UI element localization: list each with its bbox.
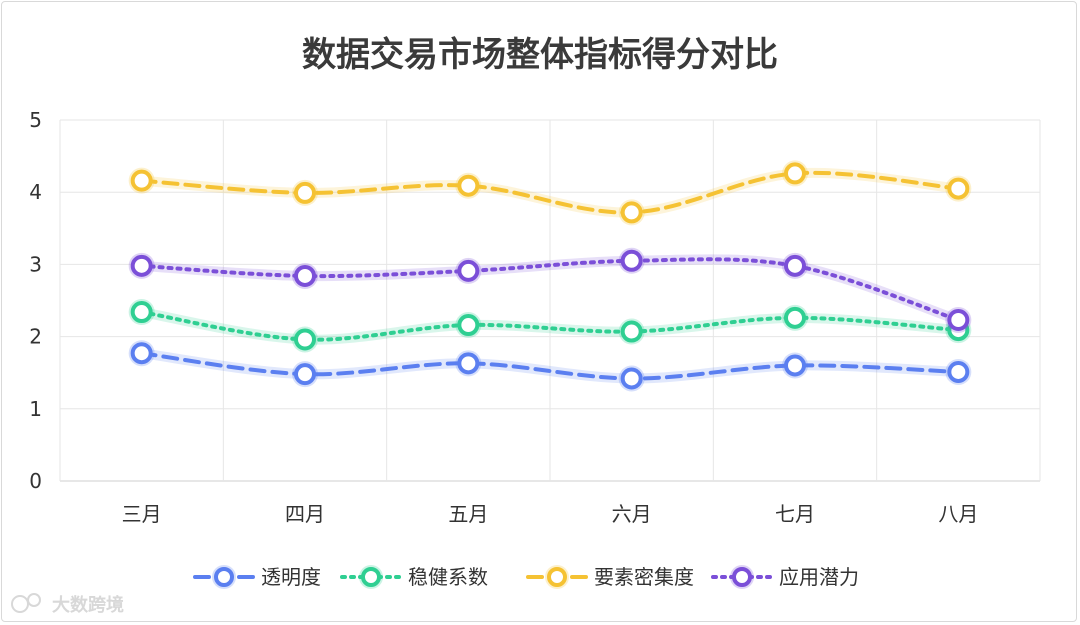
series-line	[139, 257, 961, 322]
legend-item: 应用潜力	[711, 565, 859, 589]
data-point	[294, 264, 316, 287]
legend-marker	[732, 567, 752, 587]
watermark: 大数跨境	[11, 593, 124, 616]
legend: 透明度 稳健系数 要素密集度 应用潜力	[193, 565, 859, 589]
x-tick-label: 七月	[775, 502, 815, 526]
x-tick-label: 六月	[612, 502, 652, 526]
y-tick-label: 4	[29, 180, 42, 204]
chart-title: 数据交易市场整体指标得分对比	[302, 35, 778, 75]
series-2	[128, 299, 972, 353]
data-point	[784, 354, 806, 377]
series-3	[128, 160, 972, 226]
y-tick-label: 0	[29, 469, 42, 493]
data-point	[947, 177, 970, 200]
data-point	[457, 174, 480, 197]
series-line	[139, 170, 961, 215]
watermark-logo-icon	[11, 595, 29, 613]
series-line	[139, 351, 961, 381]
x-tick-label: 五月	[448, 502, 488, 526]
data-point	[294, 363, 316, 386]
y-tick-label: 2	[29, 325, 42, 349]
series-1	[128, 340, 972, 392]
y-tick-label: 3	[29, 252, 42, 276]
data-point	[457, 259, 480, 282]
x-tick-label: 八月	[938, 502, 978, 526]
legend-marker	[214, 567, 234, 587]
data-point	[130, 342, 153, 365]
data-point	[130, 254, 153, 277]
y-tick-label: 1	[29, 397, 42, 421]
legend-item: 要素密集度	[526, 565, 694, 589]
y-axis: 0 1 2 3 4 5	[29, 108, 42, 493]
data-point	[620, 201, 643, 224]
legend-label: 透明度	[261, 565, 321, 589]
data-point	[130, 301, 153, 324]
data-point	[457, 352, 480, 375]
x-tick-label: 四月	[285, 502, 325, 526]
data-point	[294, 328, 316, 351]
legend-marker	[547, 567, 567, 587]
data-point	[947, 360, 970, 383]
data-point	[294, 181, 316, 204]
legend-label: 应用潜力	[779, 565, 859, 589]
legend-item: 透明度	[193, 565, 321, 589]
legend-label: 要素密集度	[594, 565, 694, 589]
x-tick-label: 三月	[122, 502, 162, 526]
data-point	[947, 308, 970, 331]
data-point	[620, 249, 643, 272]
grid	[59, 119, 1041, 482]
y-tick-label: 5	[29, 108, 42, 132]
legend-marker	[361, 567, 381, 587]
series-4	[128, 247, 972, 333]
data-point	[620, 367, 643, 390]
data-point	[457, 314, 480, 337]
series-line	[139, 310, 961, 342]
series-group	[128, 160, 972, 392]
legend-label: 稳健系数	[408, 565, 488, 589]
watermark-text: 大数跨境	[52, 594, 124, 616]
data-point	[130, 169, 153, 192]
data-point	[784, 162, 806, 185]
data-point	[784, 254, 806, 277]
legend-item: 稳健系数	[340, 565, 488, 589]
watermark-logo-icon-2	[27, 593, 41, 607]
data-point	[784, 306, 806, 329]
data-point	[620, 320, 643, 343]
x-axis: 三月 四月 五月 六月 七月 八月	[122, 502, 979, 526]
